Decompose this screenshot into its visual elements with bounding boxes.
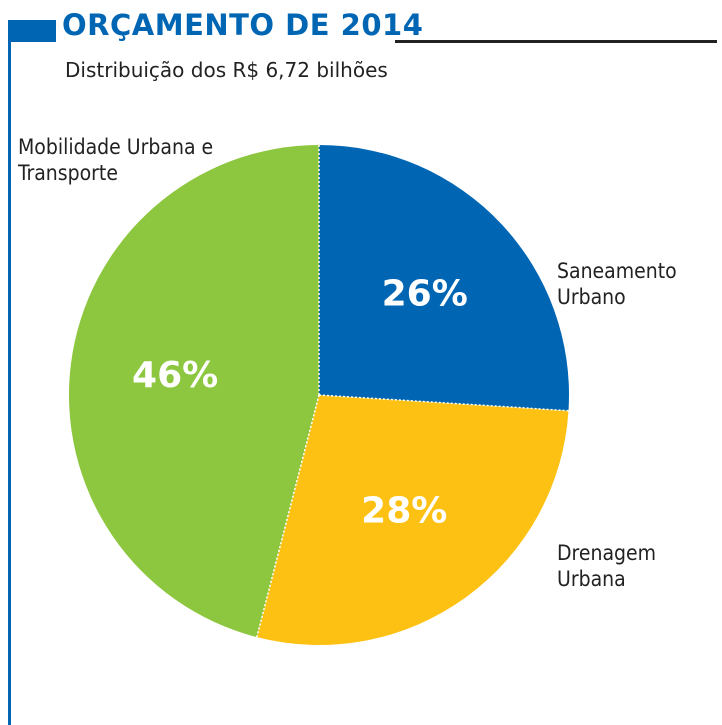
- chart-title: ORÇAMENTO DE 2014: [62, 8, 424, 42]
- category-label: Mobilidade Urbana e Transporte: [18, 135, 214, 185]
- value-label: 46%: [132, 355, 218, 396]
- pie-slice: [319, 145, 569, 411]
- pie: 26% 28% 46%: [68, 145, 569, 645]
- title-block: [8, 20, 56, 42]
- title-rule: [395, 40, 717, 43]
- slice-separator: [318, 394, 569, 412]
- slice-separator: [256, 394, 320, 638]
- value-label: 26%: [382, 274, 468, 315]
- pie-slice: [256, 395, 569, 645]
- pie-slice: [68, 145, 319, 638]
- category-label: Saneamento Urbano: [557, 259, 677, 309]
- category-label: Drenagem Urbana: [557, 541, 657, 591]
- chart-subtitle: Distribuição dos R$ 6,72 bilhões: [65, 58, 388, 82]
- left-rule: [8, 20, 11, 725]
- value-label: 28%: [361, 490, 447, 531]
